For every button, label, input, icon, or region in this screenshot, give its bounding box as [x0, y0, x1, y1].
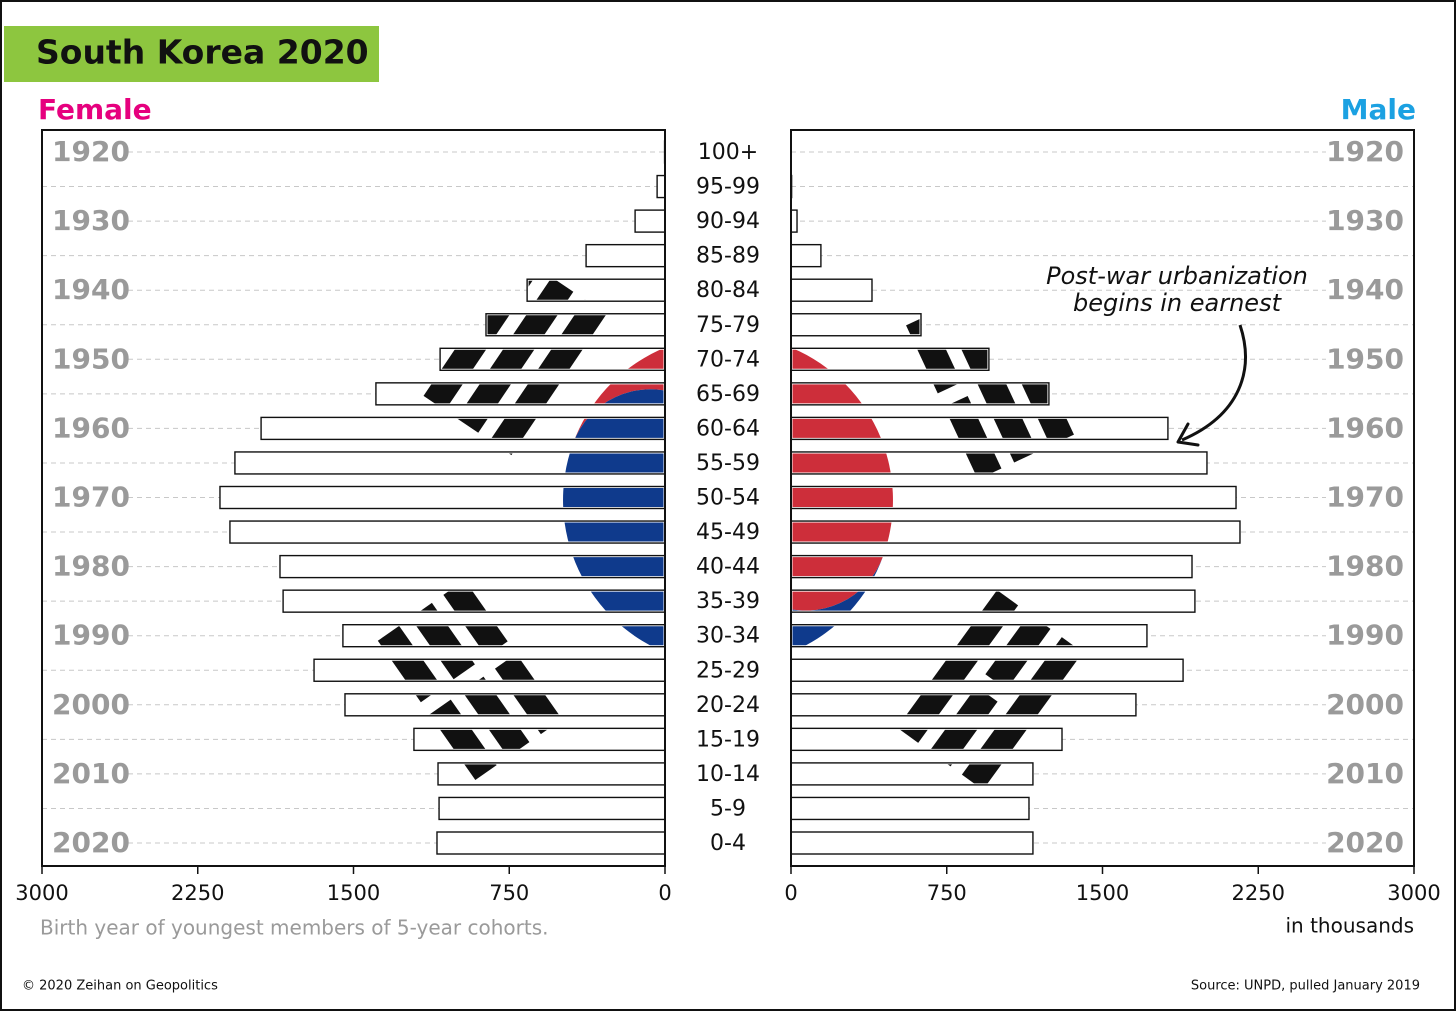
age-label: 15-19 [696, 727, 760, 752]
year-label: 2000 [52, 688, 130, 721]
year-label: 1960 [1326, 411, 1404, 444]
year-label: 1930 [52, 204, 130, 237]
year-label: 1950 [52, 342, 130, 375]
bar [438, 796, 666, 821]
year-label: 1970 [52, 481, 130, 514]
age-label: 85-89 [696, 244, 760, 269]
year-label: 1980 [52, 550, 130, 583]
source: Source: UNPD, pulled January 2019 [1191, 979, 1420, 994]
age-label: 75-79 [696, 313, 760, 338]
age-label: 40-44 [696, 555, 760, 580]
year-label: 1970 [1326, 481, 1404, 514]
labels: 100+ 95-99 90-94 85-89 80-84 75-79 70-74 65-69 6… [15, 135, 1440, 905]
year-label: 1920 [52, 135, 130, 168]
year-label: 1980 [1326, 550, 1404, 583]
x-tick-label: 3000 [15, 881, 68, 905]
bar [790, 278, 873, 302]
age-label: 20-24 [696, 693, 760, 718]
bar [790, 313, 922, 337]
age-label: 80-84 [696, 278, 760, 303]
bar [790, 658, 1184, 682]
age-label: 0-4 [710, 831, 746, 856]
year-label: 1940 [52, 273, 130, 306]
year-label: 1960 [52, 411, 130, 444]
bar [436, 831, 666, 855]
year-label: 2020 [52, 826, 130, 859]
bar [790, 796, 1030, 821]
age-label: 35-39 [696, 589, 760, 614]
bar [790, 831, 1034, 855]
x-tick-label: 750 [489, 881, 529, 905]
age-label: 50-54 [696, 486, 760, 511]
x-tick-label: 0 [658, 881, 671, 905]
annotation-arrow [1181, 324, 1247, 442]
year-label: 1920 [1326, 135, 1404, 168]
x-tick-label: 1500 [327, 881, 380, 905]
x-tick-label: 2250 [1232, 881, 1285, 905]
unit-label: in thousands [1286, 914, 1415, 938]
chart-title: South Korea 2020 [36, 33, 369, 72]
age-label: 95-99 [696, 175, 760, 200]
year-label: 2020 [1326, 826, 1404, 859]
female-label: Female [38, 93, 152, 126]
annotation: begins in earnest [1073, 289, 1283, 317]
age-label: 45-49 [696, 520, 760, 545]
x-tick-label: 0 [784, 881, 797, 905]
annotation: Post-war urbanization [1046, 262, 1308, 290]
age-label: 25-29 [696, 658, 760, 683]
x-tick-label: 750 [927, 881, 967, 905]
bars [219, 140, 1241, 855]
x-tick-label: 2250 [171, 881, 224, 905]
age-label: 5-9 [710, 796, 746, 821]
year-label: 2010 [1326, 757, 1404, 790]
title-box [4, 26, 379, 82]
year-label: 1940 [1326, 273, 1404, 306]
age-label: 60-64 [696, 416, 760, 441]
year-label: 1990 [1326, 619, 1404, 652]
bar [634, 209, 666, 233]
year-label: 1950 [1326, 342, 1404, 375]
bar [313, 658, 666, 682]
x-tick-label: 1500 [1076, 881, 1129, 905]
year-label: 2000 [1326, 688, 1404, 721]
age-label: 30-34 [696, 624, 760, 649]
male-label: Male [1341, 93, 1416, 126]
age-label: 10-14 [696, 762, 760, 787]
x-tick-label: 3000 [1387, 881, 1440, 905]
bar [585, 243, 666, 268]
arrow-head [1176, 422, 1200, 447]
age-label: 90-94 [696, 209, 760, 234]
year-label: 1930 [1326, 204, 1404, 237]
age-label: 55-59 [696, 451, 760, 476]
axis-note: Birth year of youngest members of 5-year… [40, 916, 549, 940]
age-label: 65-69 [696, 382, 760, 407]
year-label: 2010 [52, 757, 130, 790]
bar [656, 174, 666, 199]
bar [790, 243, 822, 268]
year-label: 1990 [52, 619, 130, 652]
copyright: © 2020 Zeihan on Geopolitics [22, 979, 218, 994]
age-label: 100+ [698, 140, 758, 165]
age-label: 70-74 [696, 347, 760, 372]
